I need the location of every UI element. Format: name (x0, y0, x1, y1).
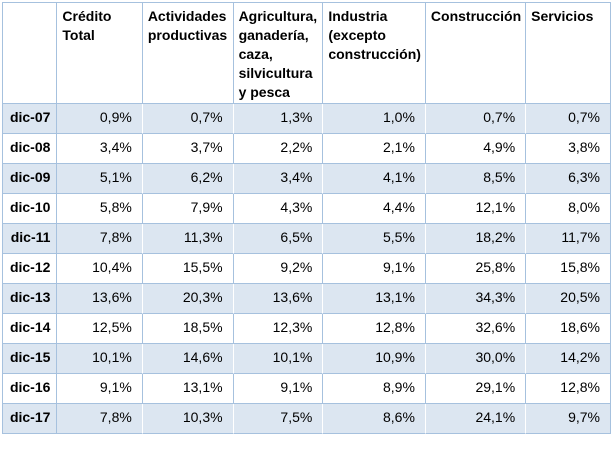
row-label: dic-11 (3, 224, 58, 254)
value-cell: 10,9% (323, 344, 426, 374)
value-cell: 4,3% (233, 194, 324, 224)
table-row: dic-09 5,1% 6,2% 3,4% 4,1% 8,5% 6,3% (3, 164, 611, 194)
value-cell: 20,5% (526, 284, 611, 314)
value-cell: 5,1% (57, 164, 143, 194)
value-cell: 6,3% (526, 164, 611, 194)
value-cell: 2,2% (233, 134, 324, 164)
value-cell: 12,3% (233, 314, 324, 344)
row-label: dic-08 (3, 134, 58, 164)
column-header: Construcción (425, 3, 527, 104)
value-cell: 10,4% (57, 254, 143, 284)
table-row: dic-11 7,8% 11,3% 6,5% 5,5% 18,2% 11,7% (3, 224, 611, 254)
value-cell: 10,1% (57, 344, 143, 374)
value-cell: 4,9% (425, 134, 527, 164)
table-row: dic-13 13,6% 20,3% 13,6% 13,1% 34,3% 20,5% (3, 284, 611, 314)
value-cell: 7,8% (57, 224, 143, 254)
value-cell: 3,4% (57, 134, 143, 164)
value-cell: 12,5% (57, 314, 143, 344)
table-row: dic-12 10,4% 15,5% 9,2% 9,1% 25,8% 15,8% (3, 254, 611, 284)
value-cell: 6,2% (142, 164, 234, 194)
table-row: dic-17 7,8% 10,3% 7,5% 8,6% 24,1% 9,7% (3, 404, 611, 434)
value-cell: 15,5% (142, 254, 234, 284)
value-cell: 7,9% (142, 194, 234, 224)
row-label: dic-07 (3, 104, 58, 134)
value-cell: 14,6% (142, 344, 234, 374)
column-header: Actividades productivas (142, 3, 234, 104)
value-cell: 11,7% (526, 224, 611, 254)
value-cell: 9,1% (233, 374, 324, 404)
table-row: dic-07 0,9% 0,7% 1,3% 1,0% 0,7% 0,7% (3, 104, 611, 134)
table-row: dic-16 9,1% 13,1% 9,1% 8,9% 29,1% 12,8% (3, 374, 611, 404)
table-row: dic-10 5,8% 7,9% 4,3% 4,4% 12,1% 8,0% (3, 194, 611, 224)
row-label: dic-14 (3, 314, 58, 344)
value-cell: 24,1% (425, 404, 527, 434)
value-cell: 9,1% (57, 374, 143, 404)
value-cell: 3,8% (526, 134, 611, 164)
value-cell: 9,2% (233, 254, 324, 284)
value-cell: 12,8% (526, 374, 611, 404)
value-cell: 32,6% (425, 314, 527, 344)
row-label: dic-16 (3, 374, 58, 404)
header-row: Crédito Total Actividades productivas Agri… (3, 3, 611, 104)
table-row: dic-14 12,5% 18,5% 12,3% 12,8% 32,6% 18,6% (3, 314, 611, 344)
row-label: dic-10 (3, 194, 58, 224)
table-row: dic-08 3,4% 3,7% 2,2% 2,1% 4,9% 3,8% (3, 134, 611, 164)
value-cell: 1,3% (233, 104, 324, 134)
column-header: Crédito Total (57, 3, 143, 104)
value-cell: 3,7% (142, 134, 234, 164)
value-cell: 4,1% (323, 164, 426, 194)
value-cell: 8,0% (526, 194, 611, 224)
value-cell: 0,7% (142, 104, 234, 134)
value-cell: 11,3% (142, 224, 234, 254)
row-label: dic-13 (3, 284, 58, 314)
value-cell: 34,3% (425, 284, 527, 314)
value-cell: 6,5% (233, 224, 324, 254)
credit-growth-table: Crédito Total Actividades productivas Agri… (2, 2, 611, 434)
value-cell: 0,7% (526, 104, 611, 134)
value-cell: 25,8% (425, 254, 527, 284)
value-cell: 0,9% (57, 104, 143, 134)
column-header: Servicios (526, 3, 611, 104)
value-cell: 12,8% (323, 314, 426, 344)
value-cell: 9,1% (323, 254, 426, 284)
value-cell: 13,6% (57, 284, 143, 314)
value-cell: 18,6% (526, 314, 611, 344)
value-cell: 13,1% (323, 284, 426, 314)
value-cell: 13,6% (233, 284, 324, 314)
value-cell: 14,2% (526, 344, 611, 374)
value-cell: 8,5% (425, 164, 527, 194)
value-cell: 8,6% (323, 404, 426, 434)
corner-cell (3, 3, 58, 104)
value-cell: 7,8% (57, 404, 143, 434)
row-label: dic-15 (3, 344, 58, 374)
value-cell: 18,2% (425, 224, 527, 254)
column-header: Agricultura, ganadería, caza, silvicultu… (233, 3, 324, 104)
value-cell: 1,0% (323, 104, 426, 134)
value-cell: 5,8% (57, 194, 143, 224)
value-cell: 10,3% (142, 404, 234, 434)
value-cell: 18,5% (142, 314, 234, 344)
row-label: dic-09 (3, 164, 58, 194)
column-header: Industria (excepto construcción) (323, 3, 426, 104)
value-cell: 0,7% (425, 104, 527, 134)
row-label: dic-17 (3, 404, 58, 434)
value-cell: 3,4% (233, 164, 324, 194)
value-cell: 9,7% (526, 404, 611, 434)
value-cell: 2,1% (323, 134, 426, 164)
row-label: dic-12 (3, 254, 58, 284)
value-cell: 10,1% (233, 344, 324, 374)
table-row: dic-15 10,1% 14,6% 10,1% 10,9% 30,0% 14,2% (3, 344, 611, 374)
value-cell: 12,1% (425, 194, 527, 224)
value-cell: 15,8% (526, 254, 611, 284)
value-cell: 29,1% (425, 374, 527, 404)
value-cell: 30,0% (425, 344, 527, 374)
value-cell: 20,3% (142, 284, 234, 314)
value-cell: 5,5% (323, 224, 426, 254)
value-cell: 4,4% (323, 194, 426, 224)
value-cell: 13,1% (142, 374, 234, 404)
value-cell: 7,5% (233, 404, 324, 434)
value-cell: 8,9% (323, 374, 426, 404)
